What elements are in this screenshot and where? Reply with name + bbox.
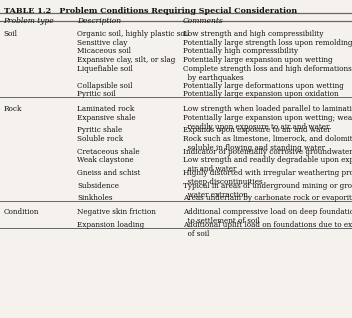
Text: Laminated rock: Laminated rock	[77, 105, 135, 113]
Text: Sensitive clay: Sensitive clay	[77, 39, 128, 47]
Text: Liquefiable soil: Liquefiable soil	[77, 65, 133, 73]
Text: Indicator of potentially corrosive groundwater: Indicator of potentially corrosive groun…	[183, 148, 352, 156]
Text: Additional uplift load on foundations due to expansion
  of soil: Additional uplift load on foundations du…	[183, 221, 352, 238]
Text: Description: Description	[77, 17, 121, 25]
Text: Weak claystone: Weak claystone	[77, 156, 134, 164]
Text: Potentially high compressibility: Potentially high compressibility	[183, 47, 298, 55]
Text: Low strength when loaded parallel to laminations: Low strength when loaded parallel to lam…	[183, 105, 352, 113]
Text: Micaceous soil: Micaceous soil	[77, 47, 131, 55]
Text: Areas underlain by carbonate rock or evaporite deposits: Areas underlain by carbonate rock or eva…	[183, 194, 352, 202]
Text: Potentially large expansion upon wetting; weakens
  readily upon exposure to air: Potentially large expansion upon wetting…	[183, 114, 352, 131]
Text: Potentially large deformations upon wetting: Potentially large deformations upon wett…	[183, 82, 344, 90]
Text: Potentially large strength loss upon remolding: Potentially large strength loss upon rem…	[183, 39, 352, 47]
Text: Gneiss and schist: Gneiss and schist	[77, 169, 141, 177]
Text: Rock: Rock	[4, 105, 22, 113]
Text: Sinkholes: Sinkholes	[77, 194, 113, 202]
Text: Expansion loading: Expansion loading	[77, 221, 145, 229]
Text: Cretaceous shale: Cretaceous shale	[77, 148, 140, 156]
Text: Expansive shale: Expansive shale	[77, 114, 136, 121]
Text: Problem type: Problem type	[4, 17, 54, 25]
Text: Collapsible soil: Collapsible soil	[77, 82, 133, 90]
Text: Low strength and readily degradable upon exposure to
  air and water: Low strength and readily degradable upon…	[183, 156, 352, 173]
Text: Typical in areas of underground mining or groundwater
  water extraction: Typical in areas of underground mining o…	[183, 182, 352, 199]
Text: Expansive clay, silt, or slag: Expansive clay, silt, or slag	[77, 56, 176, 64]
Text: TABLE 1.2   Problem Conditions Requiring Special Consideration: TABLE 1.2 Problem Conditions Requiring S…	[4, 7, 297, 15]
Text: Pyritic shale: Pyritic shale	[77, 126, 123, 134]
Text: Comments: Comments	[183, 17, 224, 25]
Text: Highly distorted with irregular weathering profiles and
  steep discontinuities: Highly distorted with irregular weatheri…	[183, 169, 352, 186]
Text: Organic soil, highly plastic soil: Organic soil, highly plastic soil	[77, 30, 190, 38]
Text: Condition: Condition	[4, 208, 39, 216]
Text: Soil: Soil	[4, 30, 18, 38]
Text: Potentially large expansion upon oxidation: Potentially large expansion upon oxidati…	[183, 90, 339, 98]
Text: Potentially large expansion upon wetting: Potentially large expansion upon wetting	[183, 56, 333, 64]
Text: Subsidence: Subsidence	[77, 182, 119, 190]
Text: Pyritic soil: Pyritic soil	[77, 90, 116, 98]
Text: Rock such as limestone, limerock, and dolomite;
  soluble in flowing and standin: Rock such as limestone, limerock, and do…	[183, 135, 352, 152]
Text: Expands upon exposure to air and water: Expands upon exposure to air and water	[183, 126, 331, 134]
Text: Complete strength loss and high deformations caused
  by earthquakes: Complete strength loss and high deformat…	[183, 65, 352, 82]
Text: Soluble rock: Soluble rock	[77, 135, 124, 143]
Text: Negative skin friction: Negative skin friction	[77, 208, 156, 216]
Text: Additional compressive load on deep foundations due
  to settlement of soil: Additional compressive load on deep foun…	[183, 208, 352, 225]
Text: Low strength and high compressibility: Low strength and high compressibility	[183, 30, 323, 38]
